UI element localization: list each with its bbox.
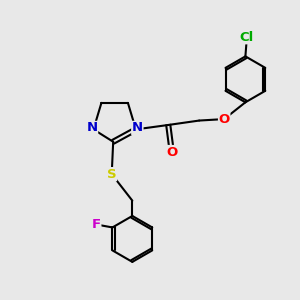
Text: O: O [166, 146, 177, 159]
Text: N: N [86, 122, 98, 134]
Text: N: N [132, 122, 143, 134]
Text: S: S [107, 168, 116, 181]
Text: Cl: Cl [240, 31, 254, 44]
Text: O: O [219, 112, 230, 126]
Text: F: F [92, 218, 101, 231]
